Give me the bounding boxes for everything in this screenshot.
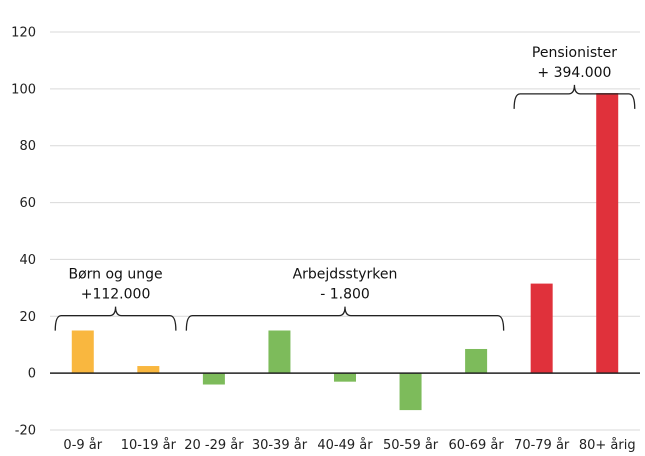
y-tick-label: 80 xyxy=(19,139,36,154)
bar xyxy=(268,330,291,374)
annotation-label: Børn og unge xyxy=(68,267,162,283)
y-tick-label: 100 xyxy=(11,82,36,97)
x-tick-label: 0-9 år xyxy=(63,438,102,453)
bar xyxy=(71,330,94,374)
y-tick-label: 20 xyxy=(19,310,36,325)
x-tick-label: 70-79 år xyxy=(514,438,570,453)
bar xyxy=(399,373,422,411)
bar xyxy=(202,373,225,385)
y-tick-label: -20 xyxy=(15,424,36,439)
y-tick-label: 120 xyxy=(11,26,36,41)
annotation-label: Pensionister xyxy=(532,45,617,61)
x-tick-label: 30-39 år xyxy=(252,438,308,453)
x-tick-label: 80+ årig xyxy=(579,438,636,453)
annotation-label: + 394.000 xyxy=(537,65,611,81)
bar xyxy=(530,283,553,374)
x-tick-label: 40-49 år xyxy=(317,438,373,453)
annotation-label: +112.000 xyxy=(81,287,151,303)
brace xyxy=(185,306,505,331)
x-tick-label: 20 -29 år xyxy=(184,438,244,453)
bar xyxy=(596,93,619,374)
annotation-label: - 1.800 xyxy=(320,287,370,303)
bar xyxy=(465,348,488,374)
brace xyxy=(54,306,177,331)
y-tick-label: 40 xyxy=(19,253,36,268)
x-tick-label: 60-69 år xyxy=(449,438,505,453)
bar xyxy=(334,373,356,382)
y-tick-label: 0 xyxy=(28,367,36,382)
annotation-label: Arbejdsstyrken xyxy=(293,267,398,283)
x-tick-label: 50-59 år xyxy=(383,438,439,453)
y-tick-label: 60 xyxy=(19,196,36,211)
bar xyxy=(137,366,160,374)
x-tick-label: 10-19 år xyxy=(121,438,177,453)
